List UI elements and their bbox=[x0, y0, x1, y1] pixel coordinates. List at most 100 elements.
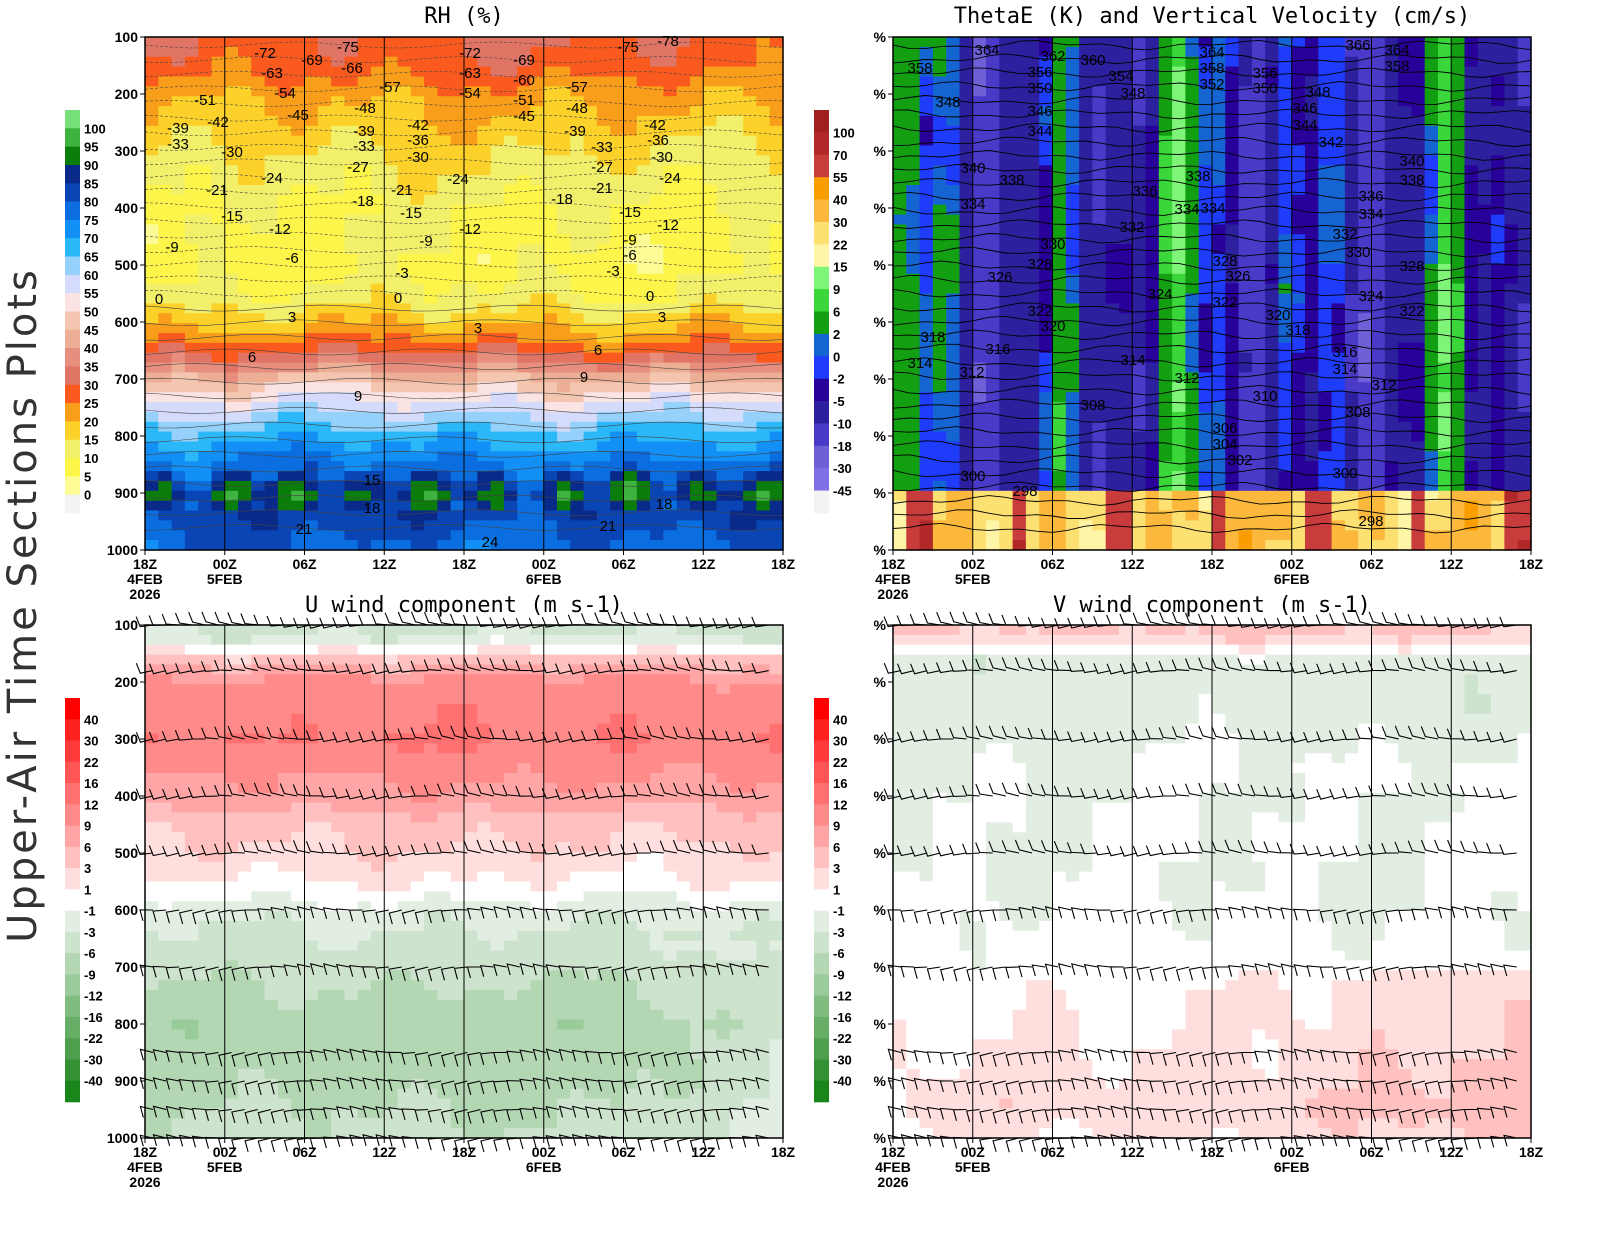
contour-cell bbox=[1464, 106, 1479, 117]
contour-cell bbox=[384, 145, 399, 156]
contour-cell bbox=[1158, 106, 1173, 117]
contour-cell bbox=[906, 293, 921, 304]
contour-cell bbox=[623, 224, 638, 235]
contour-cell bbox=[304, 125, 319, 137]
contour-cell bbox=[1318, 283, 1333, 295]
contour-cell bbox=[1318, 204, 1333, 216]
contour-cell bbox=[1052, 254, 1067, 265]
contour-cell bbox=[1132, 185, 1147, 196]
contour-cell bbox=[690, 372, 704, 383]
contour-cell bbox=[530, 263, 545, 275]
contour-cell bbox=[464, 224, 478, 235]
contour-cell bbox=[198, 372, 213, 383]
contour-cell bbox=[145, 204, 159, 216]
contour-cell bbox=[972, 165, 987, 176]
contour-cell bbox=[1251, 313, 1266, 324]
contour-cell bbox=[716, 510, 731, 521]
contour-cell bbox=[1384, 342, 1399, 354]
contour-cell bbox=[946, 313, 961, 324]
contour-cell bbox=[397, 362, 412, 374]
contour-cell bbox=[264, 234, 279, 245]
contour-label: -18 bbox=[551, 191, 573, 208]
contour-cell bbox=[530, 106, 545, 117]
contour-cell bbox=[1424, 204, 1439, 216]
contour-cell bbox=[477, 106, 492, 117]
contour-cell bbox=[716, 96, 731, 107]
contour-cell bbox=[1384, 520, 1399, 531]
contour-cell bbox=[999, 530, 1014, 541]
contour-cell bbox=[636, 461, 651, 472]
contour-cell bbox=[986, 86, 1000, 97]
contour-cell bbox=[610, 323, 625, 334]
contour-cell bbox=[477, 333, 492, 344]
contour-cell bbox=[1411, 441, 1426, 452]
contour-cell bbox=[1438, 204, 1452, 216]
contour-label: -63 bbox=[459, 65, 481, 82]
contour-cell bbox=[1225, 214, 1240, 226]
contour-cell bbox=[663, 293, 678, 304]
contour-cell bbox=[676, 392, 691, 403]
contour-cell bbox=[650, 125, 664, 137]
contour-cell bbox=[1398, 372, 1412, 383]
contour-cell bbox=[557, 283, 571, 295]
contour-cell bbox=[543, 254, 558, 265]
contour-cell bbox=[1344, 500, 1359, 512]
contour-cell bbox=[517, 76, 532, 87]
contour-cell bbox=[1105, 194, 1120, 206]
contour-cell bbox=[211, 106, 226, 117]
contour-cell bbox=[756, 421, 771, 433]
contour-cell bbox=[999, 106, 1014, 117]
contour-cell bbox=[959, 540, 974, 551]
contour-cell bbox=[211, 352, 226, 364]
contour-cell bbox=[986, 46, 1000, 58]
contour-cell bbox=[769, 352, 784, 364]
contour-cell bbox=[1238, 165, 1253, 176]
contour-cell bbox=[171, 263, 186, 275]
contour-cell bbox=[1424, 540, 1439, 551]
contour-cell bbox=[1251, 431, 1266, 443]
contour-cell bbox=[397, 204, 412, 216]
contour-cell bbox=[906, 540, 921, 551]
contour-cell bbox=[743, 155, 757, 166]
contour-cell bbox=[371, 471, 385, 482]
contour-cell bbox=[703, 461, 718, 472]
contour-cell bbox=[986, 352, 1000, 364]
contour-cell bbox=[1291, 254, 1306, 265]
contour-cell bbox=[357, 303, 372, 314]
contour-cell bbox=[716, 37, 731, 48]
contour-cell bbox=[690, 204, 704, 216]
contour-cell bbox=[1278, 76, 1293, 87]
contour-cell bbox=[623, 441, 638, 452]
contour-cell bbox=[690, 214, 704, 226]
contour-cell bbox=[703, 66, 718, 78]
contour-cell bbox=[384, 76, 399, 87]
contour-cell bbox=[1278, 392, 1293, 403]
contour-cell bbox=[1065, 540, 1080, 551]
contour-cell bbox=[1158, 431, 1173, 443]
contour-cell bbox=[1052, 362, 1067, 374]
contour-cell bbox=[946, 254, 961, 265]
contour-cell bbox=[1092, 480, 1107, 492]
contour-cell bbox=[1251, 234, 1266, 245]
contour-cell bbox=[1251, 441, 1266, 452]
contour-cell bbox=[224, 175, 239, 186]
contour-cell bbox=[251, 175, 266, 186]
contour-cell bbox=[1185, 500, 1200, 512]
contour-cell bbox=[450, 303, 465, 314]
contour-cell bbox=[1358, 234, 1373, 245]
contour-cell bbox=[1305, 441, 1319, 452]
contour-cell bbox=[251, 106, 266, 117]
contour-cell bbox=[999, 135, 1014, 147]
contour-cell bbox=[397, 323, 412, 334]
contour-cell bbox=[357, 263, 372, 275]
contour-cell bbox=[650, 155, 664, 166]
contour-cell bbox=[1291, 106, 1306, 117]
contour-cell bbox=[424, 392, 438, 403]
contour-cell bbox=[384, 382, 399, 393]
contour-cell bbox=[1212, 471, 1226, 482]
contour-cell bbox=[264, 204, 279, 216]
contour-cell bbox=[636, 145, 651, 156]
contour-label: -3 bbox=[606, 263, 619, 280]
contour-cell bbox=[906, 520, 921, 531]
contour-cell bbox=[1198, 283, 1213, 295]
